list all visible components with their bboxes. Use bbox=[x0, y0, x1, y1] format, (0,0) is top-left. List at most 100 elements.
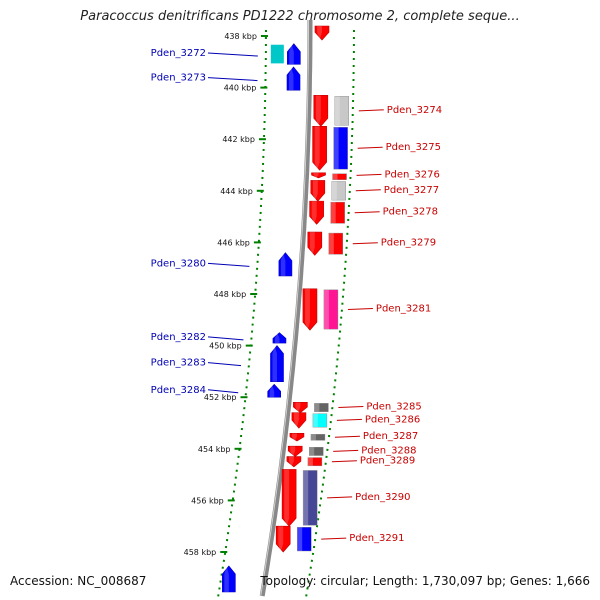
label-leader bbox=[358, 109, 384, 112]
cog-box-pden_3276[interactable] bbox=[332, 173, 347, 180]
gene-label-pden_3286[interactable]: Pden_3286 bbox=[365, 414, 420, 425]
gene-arrow-pden_3283[interactable] bbox=[270, 345, 284, 383]
gene-arrow-pden_3272[interactable] bbox=[287, 43, 301, 65]
gene-arrow-pden_3290[interactable] bbox=[281, 469, 297, 527]
cog-box-pden_3277[interactable] bbox=[331, 181, 346, 201]
tick-label: 452 kbp bbox=[204, 393, 237, 402]
label-leader bbox=[338, 406, 364, 409]
gene-arrow-pden_3281[interactable] bbox=[302, 288, 318, 331]
cog-shade bbox=[307, 457, 313, 466]
genes[interactable] bbox=[222, 25, 330, 593]
gene-arrow-pden_3282[interactable] bbox=[272, 332, 287, 344]
cog-shade bbox=[323, 289, 329, 330]
gene-label-pden_3289[interactable]: Pden_3289 bbox=[360, 456, 415, 467]
gene-arrow-partial-top[interactable] bbox=[314, 25, 330, 41]
left-guide-rail bbox=[216, 29, 267, 600]
gene-label-pden_3278[interactable]: Pden_3278 bbox=[383, 207, 438, 218]
cog-box-pden_3285[interactable] bbox=[314, 403, 329, 412]
gene-label-pden_3283[interactable]: Pden_3283 bbox=[151, 358, 206, 369]
cog-box-pden_3287[interactable] bbox=[310, 434, 326, 441]
gene-shade bbox=[284, 469, 290, 527]
cog-features[interactable] bbox=[270, 44, 350, 552]
gene-label-pden_3281[interactable]: Pden_3281 bbox=[376, 303, 431, 314]
gene-arrow-pden_3289[interactable] bbox=[286, 456, 302, 468]
cog-box-pden_3288[interactable] bbox=[309, 447, 324, 456]
gene-shade bbox=[290, 446, 296, 457]
tick-label: 440 kbp bbox=[224, 84, 257, 93]
tick-label: 448 kbp bbox=[214, 290, 247, 299]
gene-shade bbox=[315, 95, 321, 127]
gene-arrow-pden_3273[interactable] bbox=[286, 66, 301, 91]
cog-box-pden_3290[interactable] bbox=[302, 470, 318, 526]
gene-shade bbox=[294, 412, 299, 429]
gene-arrow-pden_3274[interactable] bbox=[313, 95, 329, 127]
tick-label: 442 kbp bbox=[222, 135, 255, 144]
gene-shade bbox=[314, 126, 320, 171]
cog-box-pden_3279[interactable] bbox=[328, 232, 343, 255]
tick-label: 450 kbp bbox=[209, 342, 242, 351]
cog-box-pden_3275[interactable] bbox=[333, 127, 348, 170]
gene-shade bbox=[288, 66, 294, 91]
gene-label-pden_3275[interactable]: Pden_3275 bbox=[386, 142, 441, 153]
gene-label-pden_3273[interactable]: Pden_3273 bbox=[151, 73, 206, 84]
gene-shade bbox=[305, 288, 310, 331]
gene-label-pden_3288[interactable]: Pden_3288 bbox=[361, 445, 416, 456]
gene-shade bbox=[317, 26, 322, 40]
gene-label-pden_3285[interactable]: Pden_3285 bbox=[366, 402, 421, 413]
gene-shade bbox=[312, 180, 318, 202]
gene-arrow-pden_3275[interactable] bbox=[312, 126, 327, 171]
chromosome-backbone bbox=[259, 20, 313, 597]
guide-lines bbox=[216, 29, 355, 600]
gene-label-pden_3287[interactable]: Pden_3287 bbox=[363, 431, 418, 442]
gene-label-pden_3290[interactable]: Pden_3290 bbox=[355, 492, 410, 503]
cog-box-pden_3274[interactable] bbox=[334, 96, 350, 126]
gene-arrow-pden_3276[interactable] bbox=[311, 172, 326, 179]
gene-label-pden_3272[interactable]: Pden_3272 bbox=[151, 48, 206, 59]
label-leader bbox=[207, 336, 244, 341]
gene-label-pden_3284[interactable]: Pden_3284 bbox=[151, 385, 206, 396]
cog-box-pden_3278[interactable] bbox=[330, 201, 345, 224]
gene-shade bbox=[278, 526, 284, 552]
topology-info: Topology: circular; Length: 1,730,097 bp… bbox=[260, 574, 590, 588]
gene-arrow-pden_3278[interactable] bbox=[309, 200, 324, 225]
label-leader bbox=[207, 262, 250, 267]
gene-label-pden_3291[interactable]: Pden_3291 bbox=[349, 533, 404, 544]
gene-shade bbox=[292, 433, 297, 442]
right-guide-rail bbox=[304, 29, 355, 600]
gene-label-pden_3274[interactable]: Pden_3274 bbox=[387, 105, 442, 116]
label-leader bbox=[207, 362, 242, 367]
gene-shade bbox=[289, 43, 294, 65]
cog-box-pden_3289[interactable] bbox=[307, 457, 323, 467]
gene-label-pden_3277[interactable]: Pden_3277 bbox=[384, 185, 439, 196]
gene-arrow-pden_3280[interactable] bbox=[278, 252, 293, 277]
gene-arrow-partial-bottom[interactable] bbox=[222, 565, 236, 593]
gene-label-pden_3279[interactable]: Pden_3279 bbox=[381, 238, 436, 249]
cog-box-pden_3291[interactable] bbox=[296, 527, 312, 552]
gene-label-pden_3282[interactable]: Pden_3282 bbox=[151, 332, 206, 343]
gene-arrow-pden_3285[interactable] bbox=[293, 402, 308, 414]
gene-arrow-pden_3288[interactable] bbox=[287, 445, 303, 457]
cog-shade bbox=[312, 413, 318, 428]
gene-label-pden_3276[interactable]: Pden_3276 bbox=[385, 169, 440, 180]
cog-box-pden_3286[interactable] bbox=[312, 413, 328, 428]
label-leader bbox=[207, 389, 239, 394]
cog-box-pden_3272[interactable] bbox=[270, 44, 284, 64]
label-leader bbox=[336, 418, 362, 421]
cog-shade bbox=[330, 202, 336, 224]
gene-labels[interactable]: Pden_3272 Pden_3273 Pden_3280 Pden_3282 Pden… bbox=[151, 48, 442, 544]
gene-arrow-pden_3286[interactable] bbox=[291, 412, 307, 429]
gene-arrow-pden_3279[interactable] bbox=[307, 231, 323, 256]
tick-label: 444 kbp bbox=[220, 187, 253, 196]
gene-arrow-pden_3291[interactable] bbox=[275, 525, 291, 553]
cog-shade bbox=[310, 434, 316, 441]
ticks: 438 kbp 440 kbp 442 kbp 444 kbp 446 kbp 448 k… bbox=[184, 32, 268, 557]
cog-shade bbox=[328, 233, 334, 255]
gene-arrow-pden_3284[interactable] bbox=[267, 383, 282, 398]
gene-arrow-pden_3287[interactable] bbox=[289, 433, 305, 442]
label-leader bbox=[207, 52, 258, 57]
label-leader bbox=[333, 449, 359, 452]
gene-label-pden_3280[interactable]: Pden_3280 bbox=[151, 258, 206, 269]
gene-arrow-pden_3277[interactable] bbox=[310, 180, 326, 202]
cog-box-pden_3281[interactable] bbox=[323, 289, 339, 330]
